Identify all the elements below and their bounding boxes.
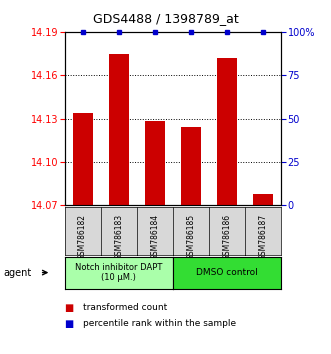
Text: GSM786184: GSM786184 bbox=[150, 214, 160, 261]
Text: GSM786182: GSM786182 bbox=[78, 214, 87, 260]
Text: ■: ■ bbox=[65, 319, 74, 329]
Bar bbox=[145, 121, 165, 205]
Bar bbox=[217, 58, 237, 205]
Bar bbox=[109, 53, 129, 205]
Bar bbox=[253, 194, 273, 205]
Text: GSM786185: GSM786185 bbox=[186, 214, 196, 261]
Text: GDS4488 / 1398789_at: GDS4488 / 1398789_at bbox=[93, 12, 238, 25]
Text: GSM786183: GSM786183 bbox=[114, 214, 123, 261]
Text: GSM786186: GSM786186 bbox=[223, 214, 232, 261]
Text: transformed count: transformed count bbox=[83, 303, 167, 313]
Text: GSM786187: GSM786187 bbox=[259, 214, 268, 261]
Bar bbox=[181, 127, 201, 205]
Text: agent: agent bbox=[3, 268, 31, 278]
Bar bbox=[73, 113, 93, 205]
Text: DMSO control: DMSO control bbox=[196, 268, 258, 277]
Text: percentile rank within the sample: percentile rank within the sample bbox=[83, 319, 236, 329]
Text: Notch inhibitor DAPT
(10 μM.): Notch inhibitor DAPT (10 μM.) bbox=[75, 263, 163, 282]
Text: ■: ■ bbox=[65, 303, 74, 313]
